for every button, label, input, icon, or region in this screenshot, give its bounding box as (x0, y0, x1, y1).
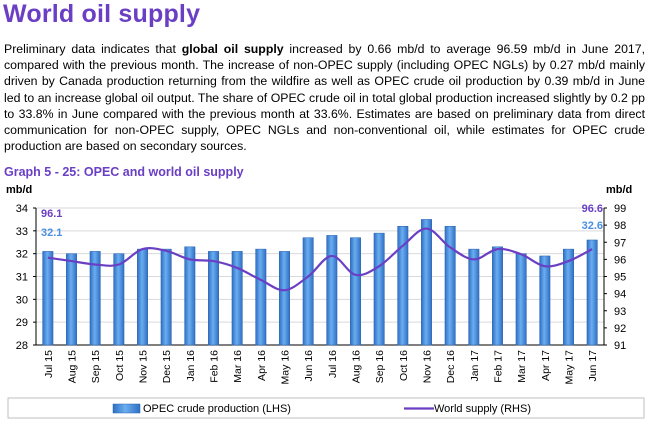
left-tick-label: 33 (16, 226, 28, 238)
right-tick-label: 94 (614, 289, 626, 301)
x-tick-label: Jan 17 (469, 350, 481, 382)
x-tick-label: Apr 17 (540, 350, 552, 381)
world-supply-line (47, 227, 593, 292)
left-tick-label: 34 (16, 203, 28, 215)
annotation-first-opec: 32.1 (41, 227, 62, 239)
opec-bar (444, 226, 456, 346)
x-tick-label: Aug 16 (351, 350, 363, 383)
x-tick-label: Mar 16 (232, 350, 244, 383)
opec-bar (137, 248, 148, 346)
x-tick-label: Sep 16 (374, 350, 386, 383)
opec-bar (255, 248, 267, 346)
x-tick-label: May 16 (280, 350, 292, 385)
right-tick-label: 98 (614, 220, 626, 232)
annotation-last-opec: 32.6 (582, 220, 603, 232)
legend-bar-swatch (112, 403, 141, 414)
x-tick-label: Feb 17 (493, 350, 505, 383)
opec-bar (184, 246, 196, 346)
x-tick-label: Nov 15 (138, 350, 150, 383)
opec-bar (373, 232, 385, 346)
paragraph-post: increased by 0.66 mb/d to average 96.59 … (4, 42, 646, 154)
x-tick-label: Dec 15 (161, 350, 173, 383)
x-tick-label: Jun 16 (303, 350, 315, 382)
right-tick-label: 96 (614, 254, 626, 266)
left-tick-label: 28 (16, 340, 28, 352)
left-tick-label: 30 (16, 294, 28, 306)
opec-bar (42, 251, 54, 346)
right-tick-label: 99 (614, 203, 626, 215)
x-tick-label: Apr 16 (256, 350, 268, 381)
opec-bar (66, 253, 77, 346)
legend-bar-label: OPEC crude production (LHS) (143, 403, 291, 415)
opec-bar (160, 248, 172, 346)
x-tick-label: Oct 16 (398, 350, 410, 381)
x-tick-label: Sep 15 (90, 350, 102, 383)
opec-bar (563, 248, 574, 346)
opec-bar (279, 251, 290, 346)
x-tick-label: Jun 17 (587, 350, 599, 382)
x-tick-label: Aug 15 (67, 350, 79, 383)
left-tick-label: 29 (16, 317, 28, 329)
x-tick-label: Jan 16 (185, 350, 197, 382)
x-tick-label: Mar 17 (516, 350, 528, 383)
opec-bar (492, 246, 503, 346)
paragraph-pre: Preliminary data indicates that (4, 42, 182, 56)
right-tick-label: 97 (614, 237, 626, 249)
x-tick-label: May 17 (564, 350, 576, 385)
opec-bar (421, 219, 432, 346)
paragraph-bold: global oil supply (181, 42, 284, 56)
annotation-first-world: 96.1 (41, 208, 62, 220)
opec-bar (113, 253, 125, 346)
graph-title: Graph 5 - 25: OPEC and world oil supply (4, 165, 244, 179)
opec-bar (350, 237, 361, 346)
opec-bar (397, 226, 409, 346)
y-left-unit-label: mb/d (6, 184, 32, 196)
opec-bar (515, 253, 527, 346)
x-tick-label: Oct 15 (114, 350, 126, 381)
opec-bar (89, 251, 101, 346)
opec-bar (468, 248, 480, 346)
right-tick-label: 93 (614, 306, 626, 318)
annotation-last-world: 96.6 (582, 203, 603, 215)
left-tick-label: 32 (16, 249, 28, 261)
opec-bar (326, 235, 338, 346)
opec-bar (208, 251, 219, 346)
right-tick-label: 92 (614, 323, 626, 335)
left-tick-label: 31 (16, 272, 28, 284)
x-tick-label: Feb 16 (209, 350, 221, 383)
y-right-unit-label: mb/d (606, 184, 632, 196)
legend-line-label: World supply (RHS) (434, 403, 531, 415)
opec-bar (302, 237, 314, 346)
right-tick-label: 95 (614, 272, 626, 284)
opec-bar (539, 255, 551, 346)
legend-box (7, 397, 645, 419)
x-tick-label: Jul 16 (327, 350, 339, 378)
x-tick-label: Jul 15 (43, 350, 55, 378)
right-tick-label: 91 (614, 340, 626, 352)
x-tick-label: Nov 16 (422, 350, 434, 383)
page-title: World oil supply (3, 0, 201, 28)
opec-bar (586, 239, 598, 346)
x-tick-label: Dec 16 (445, 350, 457, 383)
opec-bar (231, 251, 243, 346)
summary-paragraph: Preliminary data indicates that global o… (4, 41, 645, 154)
